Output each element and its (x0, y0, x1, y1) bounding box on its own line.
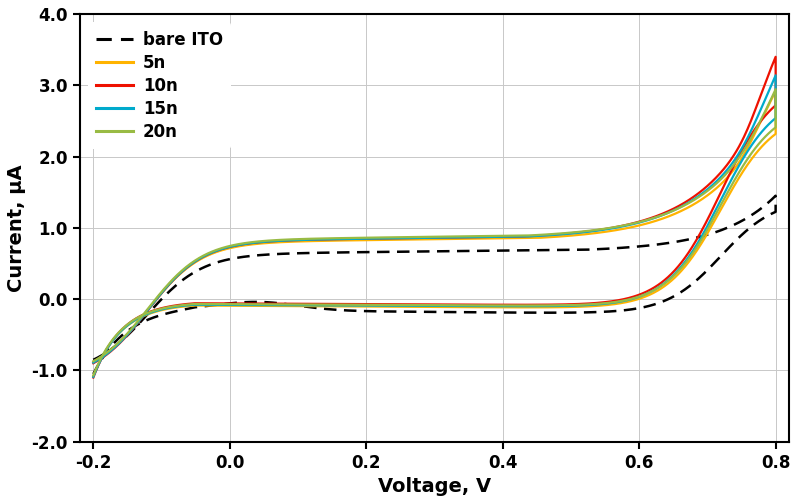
15n (754, 132, 764, 138)
10n (114, 341, 124, 347)
15n (332, 236, 342, 242)
5n (706, 190, 716, 196)
bare ITO (512, 309, 522, 315)
10n (754, 120, 764, 126)
bare ITO (89, 371, 98, 377)
15n (512, 303, 522, 309)
bare ITO (771, 193, 781, 199)
20n (332, 235, 342, 241)
5n (89, 373, 98, 379)
10n (89, 375, 98, 381)
Line: 20n: 20n (93, 89, 776, 375)
15n (771, 72, 781, 78)
15n (176, 303, 185, 309)
20n (512, 302, 522, 308)
20n (89, 372, 98, 378)
10n (89, 360, 98, 366)
X-axis label: Voltage, V: Voltage, V (378, 477, 491, 496)
15n (89, 360, 98, 366)
Line: bare ITO: bare ITO (93, 196, 776, 374)
20n (771, 86, 781, 92)
5n (89, 359, 98, 365)
5n (771, 88, 781, 94)
20n (89, 358, 98, 364)
10n (706, 180, 716, 186)
5n (176, 304, 185, 310)
bare ITO (706, 231, 716, 237)
Legend: bare ITO, 5n, 10n, 15n, 20n: bare ITO, 5n, 10n, 15n, 20n (88, 22, 232, 149)
Line: 10n: 10n (93, 57, 776, 378)
Line: 5n: 5n (93, 91, 776, 376)
10n (176, 302, 185, 308)
20n (176, 302, 185, 308)
10n (512, 302, 522, 308)
20n (706, 185, 716, 191)
bare ITO (114, 340, 124, 346)
20n (114, 339, 124, 345)
bare ITO (332, 249, 342, 256)
5n (754, 146, 764, 152)
5n (512, 304, 522, 310)
bare ITO (176, 307, 185, 313)
10n (771, 54, 781, 60)
Line: 15n: 15n (93, 75, 776, 377)
15n (114, 341, 124, 347)
10n (332, 236, 342, 242)
15n (706, 184, 716, 190)
bare ITO (754, 218, 764, 224)
bare ITO (89, 357, 98, 363)
Y-axis label: Current, μA: Current, μA (7, 164, 26, 292)
15n (89, 374, 98, 380)
20n (754, 140, 764, 146)
5n (114, 340, 124, 346)
5n (332, 237, 342, 243)
